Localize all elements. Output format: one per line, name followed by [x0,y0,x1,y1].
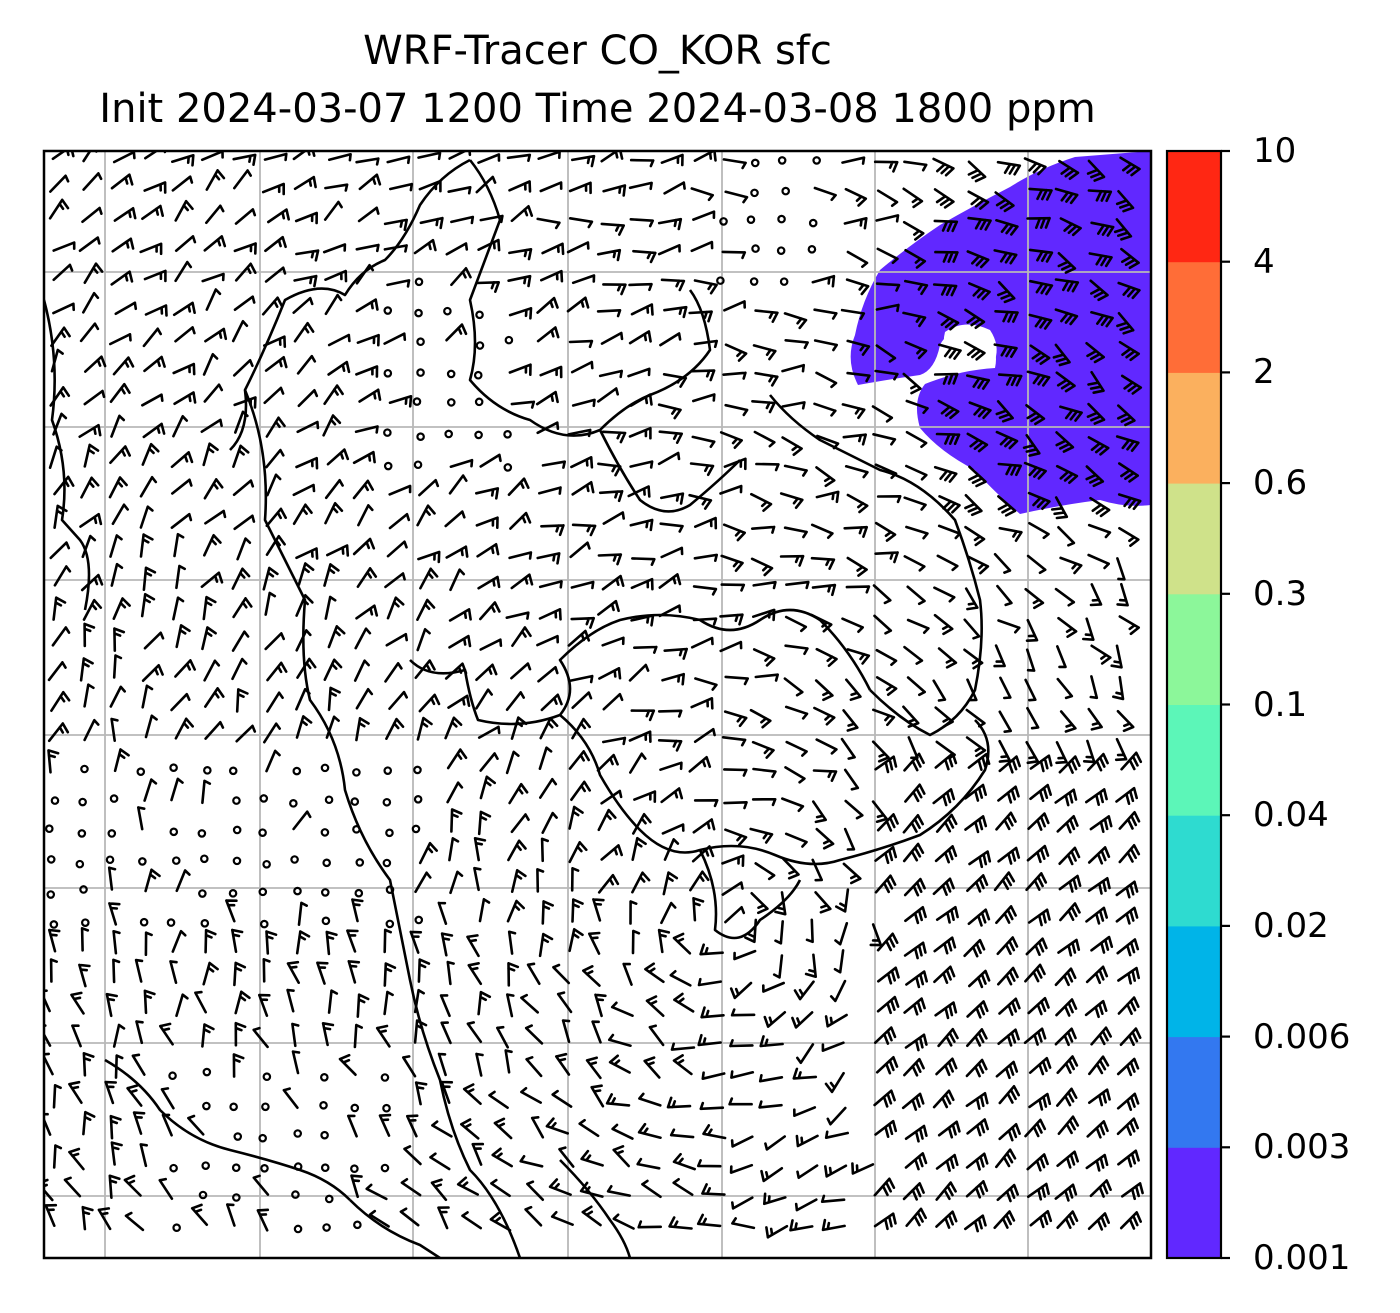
colorbar-segment [1167,815,1221,927]
colorbar-tick-label: 2 [1253,352,1275,393]
colorbar-tick-label: 0.3 [1253,573,1308,614]
colorbar-tick-label: 0.04 [1253,795,1329,836]
colorbar-segment [1167,483,1221,595]
colorbar [1165,149,1230,1260]
lat-lon-gridlines [44,151,1151,1258]
colorbar-tick-label: 0.001 [1253,1238,1351,1278]
map-subtitle: Init 2024-03-07 1200 Time 2024-03-08 180… [99,86,1096,132]
colorbar-segment [1167,151,1221,263]
colorbar-tick-label: 0.6 [1253,463,1308,504]
map-frame [42,149,1153,1260]
colorbar-segment [1167,704,1221,816]
wind-barbs [44,151,1144,1239]
colorbar-tick-label: 0.003 [1253,1127,1351,1168]
colorbar-segment [1167,1147,1221,1259]
colorbar-tick-label: 0.006 [1253,1016,1351,1057]
colorbar-tick-label: 10 [1253,131,1297,171]
colorbar-segment [1167,925,1221,1038]
colorbar-tick-label: 0.02 [1253,905,1329,946]
colorbar-tick-label: 0.1 [1253,684,1308,725]
colorbar-segment [1167,593,1221,705]
colorbar-segment [1167,1036,1221,1148]
plume-contour [850,151,1151,514]
colorbar-tick-label: 4 [1253,241,1275,282]
colorbar-segment [1167,261,1221,373]
colorbar-segment [1167,372,1221,484]
map-title: WRF-Tracer CO_KOR sfc [363,28,832,74]
